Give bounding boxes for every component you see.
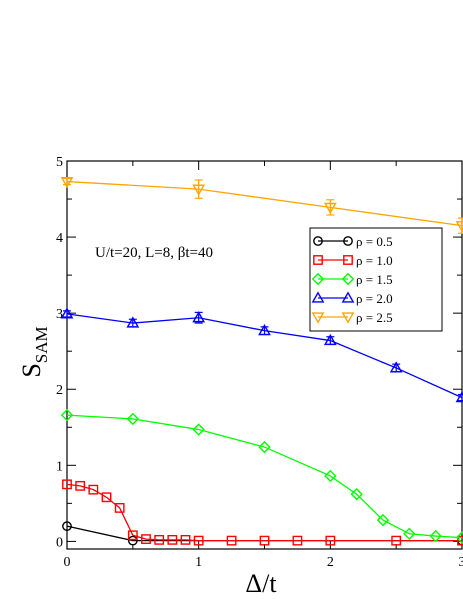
data-point <box>126 412 140 426</box>
y-axis-label-sub: SAM <box>32 326 51 363</box>
y-tick-label-4: 4 <box>56 231 63 246</box>
legend-marker <box>311 272 325 286</box>
series-line-4 <box>66 180 463 227</box>
data-point <box>192 311 206 323</box>
data-point <box>114 503 125 513</box>
data-point <box>154 534 165 545</box>
data-point <box>325 535 336 546</box>
series-0 <box>62 521 463 546</box>
data-point <box>127 530 138 541</box>
y-tick-label-1: 1 <box>56 459 63 474</box>
data-point <box>60 176 74 189</box>
data-point <box>180 534 191 545</box>
data-point <box>350 488 363 501</box>
data-point <box>226 535 237 546</box>
legend-label-3: ρ = 2.0 <box>356 291 393 306</box>
x-tick-label-2: 2 <box>327 555 334 570</box>
data-point <box>455 390 463 403</box>
data-point <box>292 535 303 546</box>
series-line-1 <box>66 483 462 542</box>
y-tick-label-0: 0 <box>56 535 63 550</box>
legend-marker <box>343 255 353 265</box>
legend-label-0: ρ = 0.5 <box>356 234 393 249</box>
data-point <box>376 513 390 527</box>
legend-marker <box>341 312 355 324</box>
data-point <box>62 521 72 532</box>
legend-item-1: ρ = 1.0 <box>313 253 393 268</box>
plot-frame <box>66 160 463 550</box>
x-tick-label-1: 1 <box>195 555 202 570</box>
x-tick-label-3: 3 <box>459 555 463 570</box>
data-point <box>429 529 442 543</box>
data-point <box>259 535 270 546</box>
data-point <box>75 480 86 491</box>
y-tick-label-2: 2 <box>56 383 63 398</box>
x-axis-label: Δ/t <box>245 569 277 598</box>
data-point <box>127 535 138 546</box>
data-point <box>258 440 271 454</box>
legend-item-3: ρ = 2.0 <box>311 291 393 306</box>
data-point <box>193 535 204 546</box>
data-point <box>60 307 74 319</box>
data-point <box>403 527 416 540</box>
data-point <box>391 535 402 546</box>
series-4 <box>60 176 463 234</box>
y-tick-label-3: 3 <box>56 307 63 322</box>
data-point <box>192 423 205 436</box>
series-3 <box>60 307 463 403</box>
data-point <box>457 535 463 546</box>
x-tick-label-0: 0 <box>64 555 71 570</box>
data-point <box>323 333 337 346</box>
y-axis-label-main: S <box>17 363 46 377</box>
legend: ρ = 0.5 ρ = 1.0 ρ = 1.5 ρ = 2.0 ρ = 2.5 <box>309 227 443 332</box>
legend-item-2: ρ = 1.5 <box>311 272 393 287</box>
legend-label-1: ρ = 1.0 <box>356 253 393 268</box>
data-point <box>323 202 337 215</box>
series-line-2 <box>66 414 463 539</box>
data-point <box>88 484 99 495</box>
data-point <box>389 361 403 373</box>
legend-label-4: ρ = 2.5 <box>356 310 393 325</box>
data-point <box>192 184 206 196</box>
data-point <box>141 534 151 545</box>
data-point <box>258 324 271 336</box>
data-point <box>455 531 463 544</box>
legend-marker <box>341 272 355 286</box>
data-point <box>324 469 337 483</box>
annotation: U/t=20, L=8, βt=40 <box>95 245 213 261</box>
series-2 <box>60 408 463 544</box>
series-1 <box>62 479 463 546</box>
legend-marker <box>343 236 353 246</box>
legend-marker <box>313 236 323 246</box>
y-tick-label-5: 5 <box>56 155 63 170</box>
legend-item-0: ρ = 0.5 <box>313 234 393 249</box>
legend-item-4: ρ = 2.5 <box>311 310 393 325</box>
series-line-0 <box>66 525 462 542</box>
svg-text:SSAM: SSAM <box>17 326 51 377</box>
legend-marker <box>311 312 325 324</box>
data-point <box>60 408 74 422</box>
data-point <box>101 492 112 503</box>
y-axis-label: SSAM <box>17 326 51 377</box>
data-point <box>455 221 463 233</box>
data-point <box>62 479 72 490</box>
legend-marker <box>311 291 325 303</box>
legend-marker <box>341 291 355 303</box>
data-point <box>126 316 140 328</box>
data-point <box>167 534 178 545</box>
legend-marker <box>313 255 323 265</box>
legend-label-2: ρ = 1.5 <box>356 272 393 287</box>
